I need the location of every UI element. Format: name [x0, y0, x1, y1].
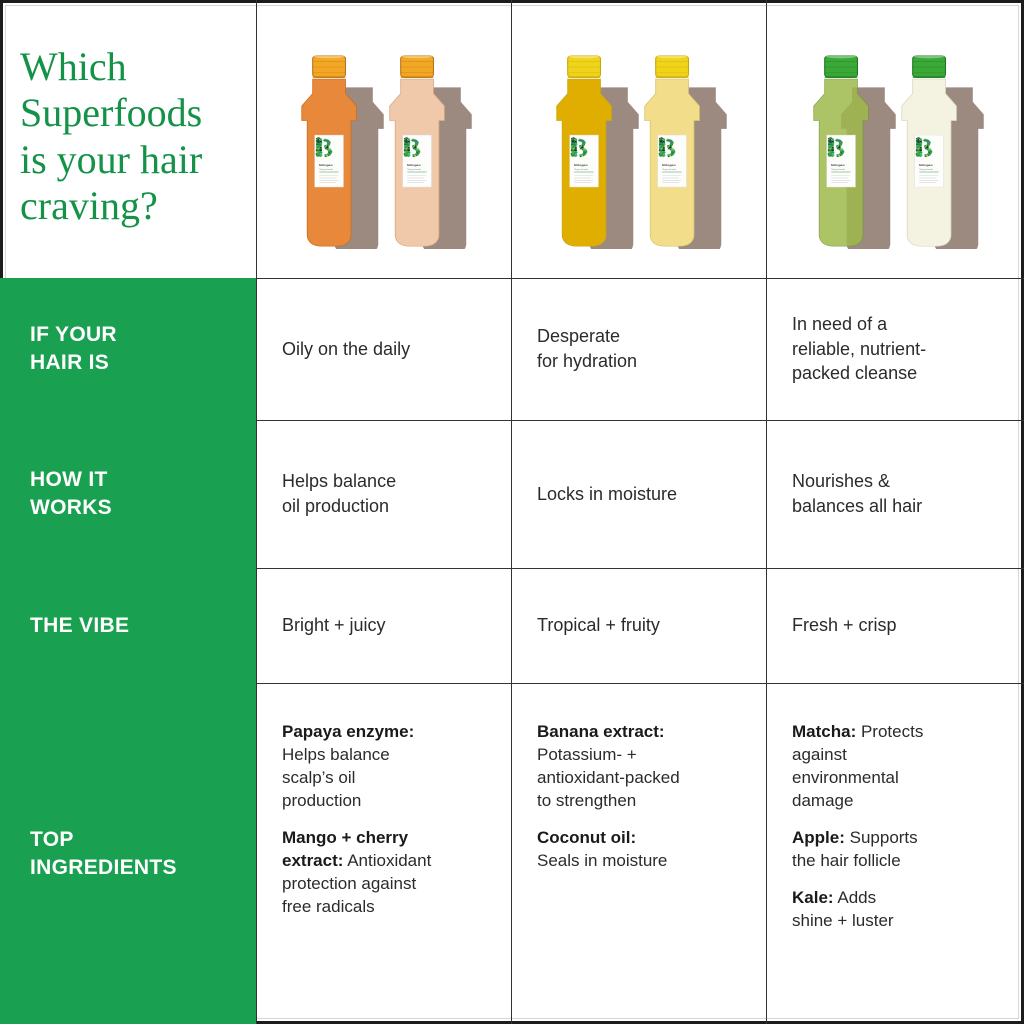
svg-text:Superfoods: Superfoods: [319, 168, 334, 171]
svg-text:Briogeo: Briogeo: [919, 164, 932, 167]
svg-text:Briogeo: Briogeo: [574, 164, 587, 167]
svg-text:Briogeo: Briogeo: [407, 164, 420, 167]
svg-text:Superfoods: Superfoods: [662, 168, 677, 171]
svg-text:Briogeo: Briogeo: [831, 164, 844, 167]
svg-text:Superfoods: Superfoods: [919, 168, 934, 171]
svg-text:Briogeo: Briogeo: [319, 164, 332, 167]
svg-text:Superfoods: Superfoods: [831, 168, 846, 171]
svg-text:Superfoods: Superfoods: [574, 168, 589, 171]
svg-text:Superfoods: Superfoods: [407, 168, 422, 171]
svg-text:Briogeo: Briogeo: [662, 164, 675, 167]
